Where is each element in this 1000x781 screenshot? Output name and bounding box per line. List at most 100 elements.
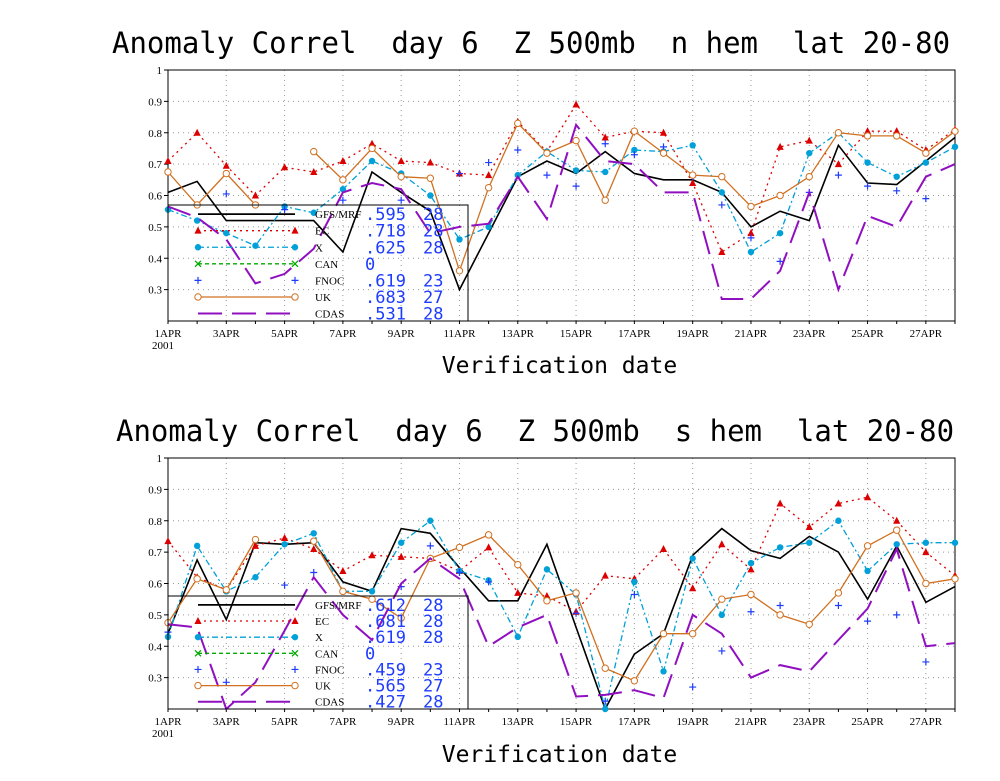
- data-point-x: [689, 142, 696, 149]
- legend-marker-uk: [291, 681, 299, 690]
- legend-marker-x: [291, 633, 299, 641]
- data-point-ec: [164, 537, 172, 545]
- data-point-x: [951, 539, 959, 546]
- y-tick-label: 1: [157, 65, 163, 77]
- legend-score-cdas: .427: [365, 693, 406, 713]
- data-point-fnoc: [485, 159, 493, 167]
- legend-score-gfs-mrf: .612: [365, 596, 406, 616]
- chart-panel-1: Anomaly Correl day 6 Z 500mb n hem lat 2…: [112, 26, 959, 379]
- data-point-x: [223, 229, 230, 237]
- legend-box: [167, 595, 469, 710]
- x-tick-label: 19APR: [676, 328, 709, 340]
- x-tick-label: 1APR: [155, 328, 183, 340]
- data-point-x: [572, 167, 580, 174]
- legend-marker-x: [194, 244, 202, 251]
- data-point-x: [543, 566, 551, 573]
- legend-score-uk: .565: [365, 677, 406, 697]
- data-point-uk: [776, 191, 784, 200]
- data-point-x: [339, 186, 347, 193]
- y-tick-label: 0.6: [148, 579, 162, 591]
- legend-score-uk: .683: [365, 288, 406, 308]
- x-tick-sublabel: 2001: [152, 728, 174, 740]
- legend-label-x: X: [315, 632, 323, 644]
- data-point-x: [718, 611, 726, 619]
- x-tick-label: 17APR: [618, 716, 651, 728]
- legend-marker-uk: [194, 681, 202, 690]
- data-point-fnoc: [485, 578, 493, 586]
- y-tick-label: 0.8: [148, 516, 162, 528]
- x-tick-label: 23APR: [793, 716, 826, 728]
- series-uk: [164, 526, 959, 685]
- data-point-x: [864, 567, 871, 575]
- legend-marker-x: [291, 244, 299, 251]
- data-point-ec: [280, 163, 289, 171]
- x-tick-label: 21APR: [735, 328, 768, 340]
- data-point-uk: [222, 586, 230, 594]
- data-point-x: [310, 209, 317, 216]
- data-point-x: [368, 588, 376, 595]
- data-point-uk: [718, 172, 726, 181]
- data-point-ec: [805, 136, 813, 144]
- data-point-ec: [834, 160, 843, 168]
- data-point-x: [514, 633, 521, 641]
- series-group: [164, 100, 959, 300]
- x-tick-label: 5APR: [271, 716, 299, 728]
- data-point-uk: [601, 196, 609, 204]
- series-line-cdas: [167, 546, 956, 711]
- data-point-ec: [922, 548, 930, 556]
- data-point-fnoc: [281, 206, 289, 214]
- x-tick-label: 21APR: [735, 716, 768, 728]
- data-point-x: [922, 159, 930, 166]
- data-point-x: [427, 192, 434, 199]
- data-point-uk: [339, 587, 347, 596]
- legend-marker-ec: [194, 226, 202, 234]
- data-point-fnoc: [630, 151, 638, 159]
- data-point-fnoc: [339, 196, 347, 204]
- data-point-ec: [805, 523, 813, 531]
- data-point-x: [864, 159, 871, 166]
- data-point-ec: [514, 588, 522, 596]
- y-tick-label: 0.7: [148, 159, 162, 171]
- data-point-uk: [922, 579, 930, 588]
- legend-score-ec: .681: [365, 612, 406, 632]
- data-point-uk: [572, 136, 580, 145]
- legend-score-can: 0: [365, 255, 375, 275]
- data-point-uk: [659, 149, 668, 157]
- data-point-fnoc: [834, 171, 842, 179]
- legend-count-ec: 28: [423, 612, 443, 632]
- data-point-fnoc: [922, 195, 930, 203]
- data-point-x: [485, 223, 492, 231]
- y-tick-label: 1: [157, 453, 163, 465]
- legend: GFS/MRF .595 28 EC .718 28 X .625 28 CAN 0 FNOC .619…: [167, 204, 469, 325]
- legend-label-uk: UK: [315, 292, 331, 304]
- series-gfs-mrf: [167, 527, 956, 711]
- x-axis-label: Verification date: [442, 742, 677, 768]
- data-point-uk: [951, 127, 959, 135]
- data-point-ec: [718, 540, 726, 548]
- y-tick-label: 0.4: [148, 253, 162, 265]
- y-tick-label: 0.4: [148, 641, 162, 653]
- data-point-uk: [893, 526, 901, 534]
- data-point-uk: [455, 543, 464, 552]
- data-point-x: [747, 559, 755, 567]
- data-point-uk: [747, 590, 755, 599]
- legend-score-gfs-mrf: .595: [365, 205, 406, 225]
- legend: GFS/MRF .612 28 EC .681 28 X .619 28 CAN 0 FNOC .459…: [167, 595, 469, 713]
- x-tick-label: 9APR: [388, 328, 416, 340]
- series-line-ec: [167, 103, 956, 253]
- data-point-uk: [718, 595, 726, 603]
- legend-score-x: .625: [365, 238, 406, 258]
- legend-label-gfs-mrf: GFS/MRF: [315, 600, 361, 612]
- data-point-x: [602, 705, 609, 713]
- data-point-uk: [893, 132, 901, 140]
- series-line-cdas: [167, 122, 956, 300]
- data-point-uk: [193, 575, 201, 583]
- x-tick-label: 27APR: [910, 328, 943, 340]
- chart-panel-2: Anomaly Correl day 6 Z 500mb s hem lat 2…: [116, 414, 959, 768]
- data-point-uk: [164, 168, 172, 176]
- data-point-uk: [455, 267, 464, 275]
- data-point-fnoc: [601, 697, 609, 705]
- data-point-fnoc: [455, 170, 463, 178]
- x-tick-label: 13APR: [502, 716, 535, 728]
- y-tick-label: 0.6: [148, 191, 162, 203]
